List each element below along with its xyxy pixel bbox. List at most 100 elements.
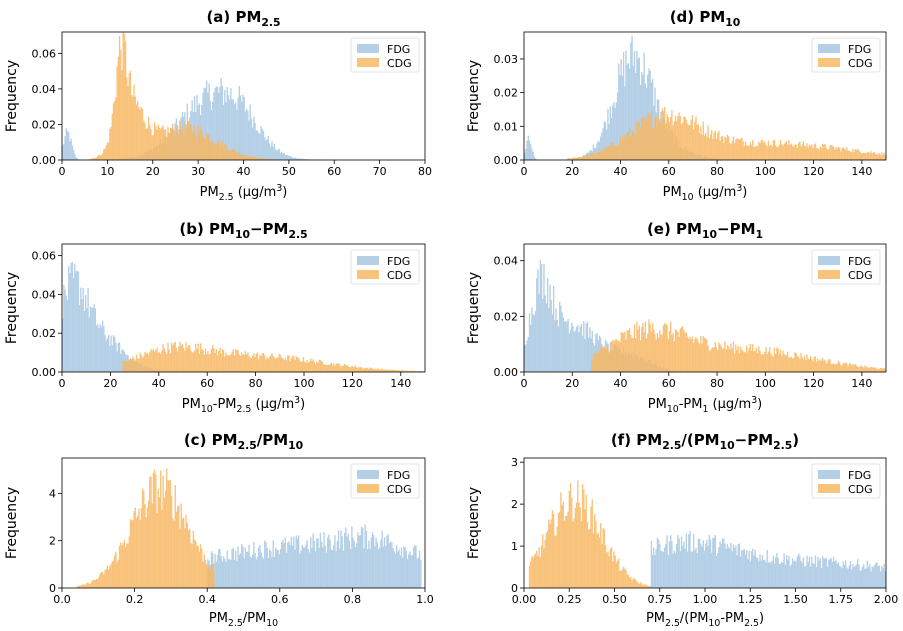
histogram-bar xyxy=(341,366,343,372)
histogram-bar xyxy=(199,544,202,588)
histogram-bar xyxy=(129,70,132,160)
histogram-bar xyxy=(544,539,546,588)
histogram-bar xyxy=(101,320,104,372)
histogram-bar xyxy=(789,566,791,588)
histogram-bar xyxy=(696,339,698,372)
histogram-bar xyxy=(189,344,191,372)
histogram-bar xyxy=(137,515,139,588)
axes-frame xyxy=(61,243,426,373)
histogram-bar xyxy=(293,536,295,588)
histogram-bar xyxy=(387,369,389,372)
panel-title: (f) PM2.5/(PM10−PM2.5) xyxy=(611,431,799,452)
histogram-bar xyxy=(639,126,642,160)
histogram-bar xyxy=(577,325,579,372)
histogram-bar xyxy=(270,146,272,160)
histogram-bar xyxy=(806,555,808,588)
histogram-bar xyxy=(387,534,389,588)
histogram-bar xyxy=(352,537,354,588)
histogram-bar xyxy=(289,361,291,372)
histogram-bar xyxy=(808,359,811,372)
histogram-bar xyxy=(609,350,612,372)
histogram-bar xyxy=(128,359,130,372)
histogram-bar xyxy=(644,585,647,588)
histogram-bar xyxy=(707,345,709,372)
histogram-bar xyxy=(583,489,585,588)
histogram-bar xyxy=(191,544,193,588)
histogram-bar xyxy=(244,111,247,160)
histogram-bar xyxy=(299,553,301,588)
histogram-bar xyxy=(172,518,174,588)
histogram-bar xyxy=(322,547,324,588)
histogram-bar xyxy=(606,129,608,160)
histogram-bar xyxy=(626,132,628,160)
histogram-bar xyxy=(191,352,193,372)
histogram-bar xyxy=(179,528,181,588)
histogram-bar xyxy=(828,149,830,160)
histogram-bar xyxy=(799,141,801,160)
histogram-bar xyxy=(615,102,618,160)
histogram-bar xyxy=(782,350,784,372)
histogram-bar xyxy=(371,368,374,372)
histogram-bar xyxy=(747,559,749,588)
histogram-bar xyxy=(814,555,817,588)
x-tick-label: 0 xyxy=(521,165,528,178)
x-tick-label: 0.00 xyxy=(512,593,537,606)
histogram-bar xyxy=(329,363,331,372)
histogram-bar xyxy=(306,360,308,372)
histogram-bar xyxy=(308,361,311,372)
histogram-bar xyxy=(127,543,129,588)
histogram-bar xyxy=(571,158,573,160)
histogram-bar xyxy=(641,117,643,160)
histogram-bar xyxy=(750,144,753,160)
histogram-bar xyxy=(109,346,111,372)
histogram-bar xyxy=(598,151,601,160)
histogram-bar xyxy=(859,366,861,372)
histogram-bar xyxy=(879,367,882,372)
histogram-bar xyxy=(228,558,231,588)
histogram-bar xyxy=(209,141,211,160)
histogram-bar xyxy=(251,355,254,372)
histogram-bar xyxy=(870,366,872,372)
histogram-bar xyxy=(273,557,276,588)
histogram-bar xyxy=(855,564,858,588)
x-tick-label: 60 xyxy=(200,377,214,390)
histogram-bar xyxy=(726,543,729,588)
histogram-bar xyxy=(398,370,400,372)
histogram-bar xyxy=(290,156,293,160)
histogram-bar xyxy=(132,519,134,588)
histogram-bar xyxy=(94,579,97,588)
histogram-bar xyxy=(556,319,558,372)
histogram-bar xyxy=(846,147,848,160)
histogram-bar xyxy=(169,127,172,160)
histogram-bar xyxy=(683,330,685,372)
histogram-bar xyxy=(299,360,301,372)
histogram-bar xyxy=(368,540,370,588)
histogram-bar xyxy=(300,158,302,160)
histogram-bar xyxy=(844,560,847,588)
histogram-bar xyxy=(82,287,84,372)
histogram-bar xyxy=(213,347,215,372)
histogram-bar xyxy=(353,540,355,588)
histogram-bar xyxy=(690,339,692,372)
histogram-bar xyxy=(418,550,421,588)
histogram-bar xyxy=(842,362,844,372)
histogram-bar xyxy=(645,338,648,372)
histogram-bar xyxy=(550,519,552,588)
y-tick-label: 0.04 xyxy=(494,255,519,268)
histogram-bar xyxy=(220,77,222,160)
histogram-bar xyxy=(270,551,272,588)
histogram-bar xyxy=(260,356,262,372)
histogram-bar xyxy=(638,57,640,160)
histogram-bar xyxy=(876,562,878,588)
histogram-bar xyxy=(362,527,364,588)
histogram-bar xyxy=(107,569,110,588)
histogram-bar xyxy=(585,155,587,160)
histogram-bar xyxy=(625,339,627,372)
histogram-bar xyxy=(342,365,345,372)
histogram-bar xyxy=(146,352,149,372)
histogram-bar xyxy=(137,358,139,372)
legend-label-cdg: CDG xyxy=(848,483,873,496)
histogram-bar xyxy=(397,551,399,588)
histogram-bar xyxy=(622,332,625,372)
histogram-bar xyxy=(255,353,257,372)
